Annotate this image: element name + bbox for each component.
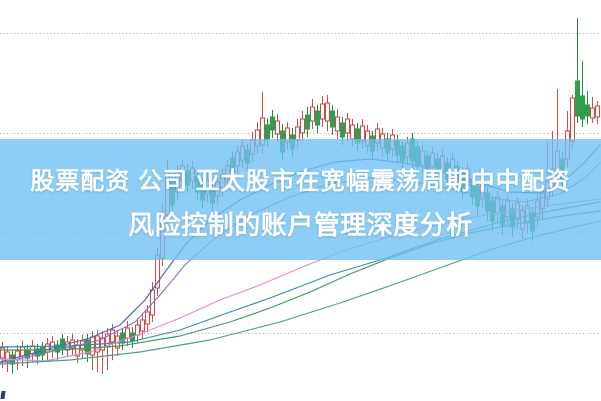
title-banner xyxy=(0,139,601,260)
banner-title-line1: 股票配资 公司 亚太股市在宽幅震荡周期中中配资 xyxy=(30,168,571,195)
banner-title-line2: 风险控制的账户管理深度分析 xyxy=(128,210,473,240)
